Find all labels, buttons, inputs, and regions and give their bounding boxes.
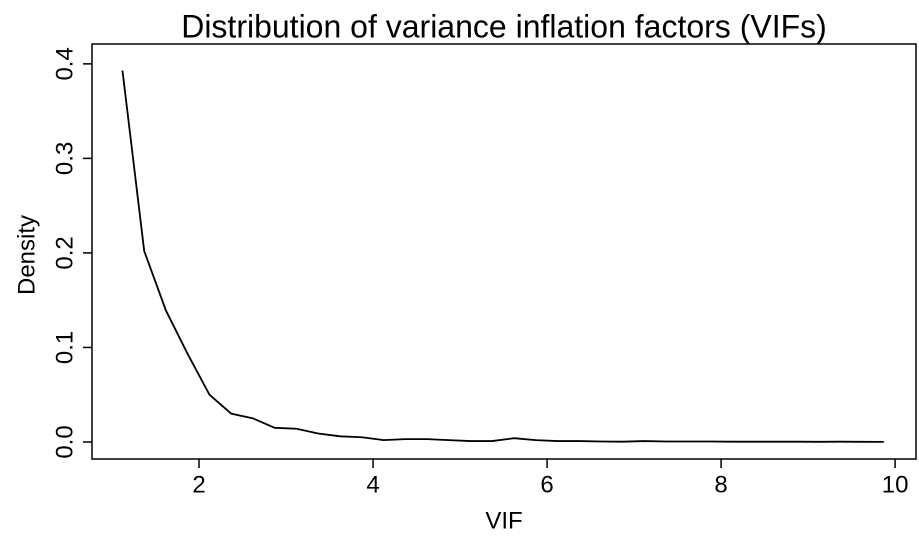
y-axis-label: Density — [13, 215, 40, 295]
x-tick-label: 4 — [366, 471, 379, 498]
y-tick-label: 0.3 — [51, 142, 78, 175]
x-tick-label: 2 — [192, 471, 205, 498]
x-tick-label: 8 — [714, 471, 727, 498]
chart-title: Distribution of variance inflation facto… — [181, 8, 827, 44]
y-tick-label: 0.0 — [51, 425, 78, 458]
data-line — [121, 70, 884, 443]
y-tick-label: 0.2 — [51, 236, 78, 269]
y-tick-label: 0.1 — [51, 331, 78, 364]
y-tick-label: 0.4 — [51, 47, 78, 80]
x-tick-label: 10 — [882, 471, 909, 498]
x-axis-label: VIF — [485, 507, 522, 534]
x-tick-label: 6 — [540, 471, 553, 498]
plot-frame — [91, 43, 917, 460]
